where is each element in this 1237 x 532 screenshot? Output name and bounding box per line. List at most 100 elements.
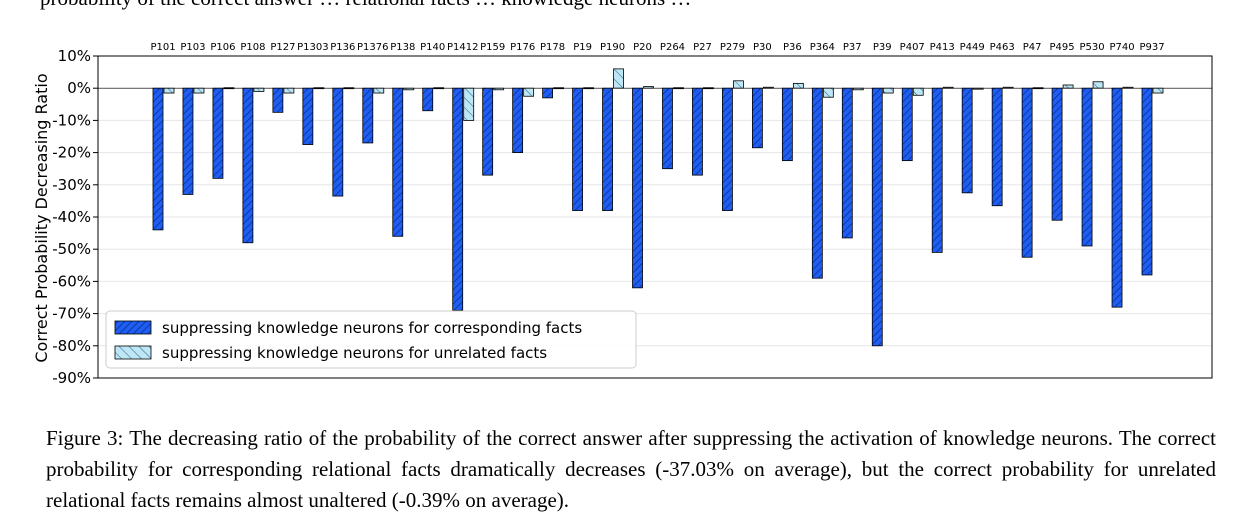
x-category-label: P138 xyxy=(390,42,415,53)
legend-box xyxy=(105,310,637,369)
bar-corresponding-P101 xyxy=(152,87,164,231)
bar-unrelated-P190 xyxy=(613,68,624,89)
x-category-label: P1376 xyxy=(357,42,388,53)
bar-corresponding-P449 xyxy=(961,87,973,194)
bar-corresponding-P463 xyxy=(991,87,1003,207)
bar-corresponding-P138 xyxy=(392,87,404,237)
y-tick-label: -40% xyxy=(52,208,91,226)
x-category-label: P1412 xyxy=(447,42,478,53)
x-category-label: P101 xyxy=(150,42,175,53)
x-category-label: P159 xyxy=(480,42,505,53)
bar-corresponding-P140 xyxy=(422,87,434,112)
bar-corresponding-P495 xyxy=(1051,87,1063,221)
x-category-label: P740 xyxy=(1109,42,1134,53)
x-category-label: P127 xyxy=(270,42,295,53)
x-category-label: P178 xyxy=(540,42,565,53)
y-tick-label: -80% xyxy=(52,337,91,355)
x-category-label: P30 xyxy=(753,42,772,53)
x-category-label: P47 xyxy=(1023,42,1042,53)
x-category-label: P103 xyxy=(180,42,205,53)
bar-corresponding-P1303 xyxy=(302,87,314,145)
bar-corresponding-P27 xyxy=(692,87,703,176)
bar-unrelated-P364 xyxy=(822,87,834,98)
x-category-label: P39 xyxy=(873,42,892,53)
bar-unrelated-P101 xyxy=(163,87,175,94)
y-tick-label: -90% xyxy=(52,369,91,387)
bar-corresponding-P1412 xyxy=(452,87,464,311)
x-category-label: P463 xyxy=(990,42,1015,53)
y-tick-label: -30% xyxy=(52,176,91,194)
bar-unrelated-P937 xyxy=(1152,87,1164,94)
x-category-label: P407 xyxy=(900,42,925,53)
y-tick-label: -50% xyxy=(52,240,91,258)
x-category-label: P530 xyxy=(1079,42,1104,53)
y-tick-label: 10% xyxy=(58,47,91,65)
bar-corresponding-P20 xyxy=(632,87,643,289)
bar-corresponding-P937 xyxy=(1141,87,1153,276)
x-category-label: P20 xyxy=(633,42,652,53)
bar-corresponding-P364 xyxy=(811,87,823,279)
figure-caption: Figure 3: The decreasing ratio of the pr… xyxy=(46,426,1216,512)
y-tick-label: -10% xyxy=(52,111,91,129)
x-category-label: P449 xyxy=(960,42,985,53)
bar-unrelated-P407 xyxy=(912,87,924,96)
bar-unrelated-P103 xyxy=(193,87,205,94)
bar-corresponding-P1376 xyxy=(362,87,374,144)
bar-corresponding-P127 xyxy=(272,87,284,113)
bar-corresponding-P279 xyxy=(722,87,733,211)
bar-corresponding-P37 xyxy=(841,87,853,239)
y-axis-label: Correct Probability Decreasing Ratio xyxy=(32,73,51,362)
bar-corresponding-P39 xyxy=(871,87,883,347)
bar-unrelated-P36 xyxy=(792,82,804,89)
x-category-label: P108 xyxy=(240,42,265,53)
x-category-label: P106 xyxy=(210,42,235,53)
bar-unrelated-P1376 xyxy=(373,87,385,94)
x-category-label: P176 xyxy=(510,42,535,53)
x-category-label: P36 xyxy=(783,42,802,53)
x-category-label: P140 xyxy=(420,42,445,53)
x-category-label: P937 xyxy=(1139,42,1164,53)
x-category-label: P37 xyxy=(843,42,862,53)
bar-unrelated-P495 xyxy=(1062,84,1074,89)
bar-corresponding-P47 xyxy=(1021,87,1033,258)
bar-corresponding-P108 xyxy=(242,87,254,244)
x-category-labels: P101 P103 P106 P108 P127 P1303 P136 P1376 P138 P1… xyxy=(150,42,1164,53)
y-tick-label: 0% xyxy=(67,79,91,97)
bar-corresponding-P178 xyxy=(542,87,554,99)
bar-unrelated-P176 xyxy=(523,87,535,97)
legend-label-corresponding: suppressing knowledge neurons for corres… xyxy=(162,319,582,337)
previous-text-fragment: probability of the correct answer … rela… xyxy=(40,0,1220,10)
bar-corresponding-P190 xyxy=(602,87,613,211)
bars xyxy=(152,68,1164,347)
bar-chart: 10% 0% -10% -20% -30% -40% -50% -60% -70% -80% -90… xyxy=(32,42,1213,387)
bar-corresponding-P36 xyxy=(781,87,793,162)
y-axis-ticks: 10% 0% -10% -20% -30% -40% -50% -60% -70% -80% -90… xyxy=(52,47,98,387)
x-category-label: P413 xyxy=(930,42,955,53)
x-category-label: P1303 xyxy=(297,42,328,53)
bar-corresponding-P106 xyxy=(212,87,224,179)
bar-corresponding-P136 xyxy=(332,87,344,197)
x-category-label: P364 xyxy=(810,42,835,53)
legend: suppressing knowledge neurons for corres… xyxy=(105,310,637,369)
bar-unrelated-P108 xyxy=(253,87,265,92)
bar-corresponding-P19 xyxy=(572,87,583,211)
x-category-label: P190 xyxy=(600,42,625,53)
bar-unrelated-P1412 xyxy=(463,87,475,121)
bar-unrelated-P279 xyxy=(733,80,744,89)
bar-corresponding-P530 xyxy=(1081,87,1093,247)
x-category-label: P136 xyxy=(330,42,355,53)
bar-corresponding-P407 xyxy=(901,87,913,162)
bar-corresponding-P159 xyxy=(482,87,494,176)
x-category-label: P264 xyxy=(660,42,685,53)
bar-corresponding-P103 xyxy=(182,87,194,195)
bar-corresponding-P30 xyxy=(751,87,763,149)
bar-unrelated-P127 xyxy=(283,87,295,94)
bar-unrelated-P39 xyxy=(882,87,894,94)
x-category-label: P495 xyxy=(1050,42,1075,53)
y-tick-label: -60% xyxy=(52,272,91,290)
bar-corresponding-P413 xyxy=(931,87,943,253)
bar-corresponding-P740 xyxy=(1111,87,1123,308)
y-tick-label: -70% xyxy=(52,305,91,323)
x-category-label: P279 xyxy=(720,42,745,53)
legend-label-unrelated: suppressing knowledge neurons for unrela… xyxy=(162,344,547,362)
